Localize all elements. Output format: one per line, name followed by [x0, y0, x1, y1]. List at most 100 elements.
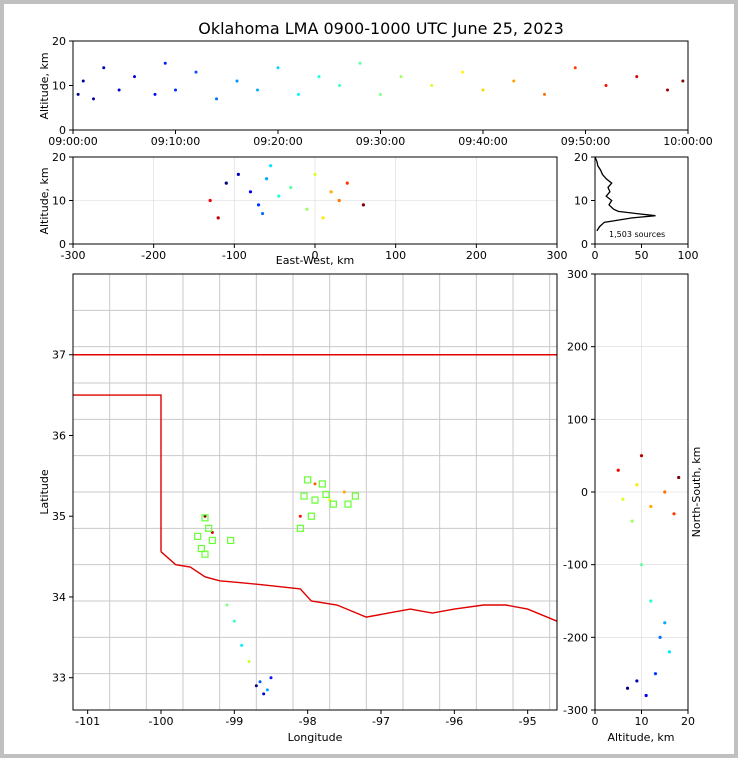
north-south-point — [649, 504, 653, 509]
time-height-point — [76, 92, 80, 96]
plan-view-point — [298, 514, 302, 518]
altitude-profile-line — [594, 156, 656, 232]
north-south-point — [663, 621, 667, 625]
east-west-x-tick-label: 0 — [312, 249, 319, 262]
time-height-point — [133, 75, 136, 79]
north-south-y-tick-label: 0 — [581, 486, 588, 499]
north-south-y-tick-label: 100 — [567, 413, 588, 426]
plan-view-x-tick-label: -99 — [225, 715, 243, 728]
east-west-point — [236, 172, 240, 176]
plan-view-point — [225, 603, 229, 607]
time-height-point — [317, 75, 321, 79]
east-west-ylabel: Altitude, km — [38, 167, 51, 234]
time-height-point — [117, 88, 121, 92]
plan-view-x-tick-label: -97 — [372, 715, 390, 728]
histogram-y-tick-label: 20 — [574, 151, 588, 164]
north-south-y-tick-label: -200 — [563, 631, 588, 644]
station-marker — [194, 532, 202, 541]
north-south-y-tick-label: 200 — [567, 341, 588, 354]
north-south-point — [625, 686, 630, 690]
plan-view-point — [203, 514, 207, 518]
time-height-point — [297, 92, 300, 96]
north-south-y-tick-label: -100 — [563, 559, 588, 572]
north-south-point — [649, 599, 653, 603]
plan-view-panel: -101 -100 -99 -98 -97 -96 -95 33 34 35 36 37 Latitu… — [38, 273, 558, 744]
time-height-point — [604, 84, 608, 87]
east-west-point — [256, 203, 261, 207]
plan-view-x-tick-label: -98 — [299, 715, 317, 728]
texas-panhandle-border — [73, 394, 162, 552]
station-marker — [318, 480, 326, 488]
plan-view-point — [262, 692, 266, 696]
north-south-x-tick-label: 10 — [635, 715, 649, 728]
east-west-point — [361, 203, 365, 207]
east-west-point — [321, 216, 325, 220]
east-west-y-tick-label: 20 — [52, 151, 66, 164]
station-marker — [304, 476, 312, 484]
east-west-point — [260, 211, 265, 216]
east-west-point — [329, 190, 333, 194]
time-height-point — [92, 97, 95, 101]
plan-view-point — [232, 619, 236, 623]
plan-view-y-tick-label: 36 — [52, 429, 66, 442]
station-marker — [201, 514, 209, 522]
histogram-y-tick-label: 10 — [574, 195, 588, 208]
east-west-point — [216, 216, 220, 220]
station-marker — [307, 512, 315, 520]
time-height-point — [666, 88, 669, 92]
station-marker — [205, 524, 213, 532]
east-west-point — [224, 181, 228, 185]
time-height-x-tick-label: 09:00:00 — [48, 135, 97, 148]
north-south-point — [621, 497, 625, 501]
plan-view-axes — [72, 273, 558, 711]
north-south-y-tick-label: 300 — [567, 268, 588, 281]
time-height-point — [153, 92, 157, 96]
east-west-point — [345, 181, 349, 185]
station-marker — [208, 536, 216, 545]
north-south-ylabel: North-South, km — [690, 447, 703, 538]
east-west-axes — [72, 156, 558, 245]
plan-view-ylabel: Latitude — [38, 469, 51, 515]
east-west-point — [208, 198, 212, 203]
plan-view-point — [254, 684, 258, 688]
time-height-panel: 09:00:00 09:10:00 09:20:00 09:30:00 09:40:00… — [38, 35, 713, 148]
histogram-x-tick-label: 50 — [635, 249, 649, 262]
time-height-point — [512, 79, 516, 83]
time-height-point — [235, 79, 239, 83]
time-height-point — [163, 61, 167, 65]
east-west-point — [269, 164, 273, 168]
source-count-label: 1,503 sources — [609, 230, 665, 239]
station-marker — [296, 524, 304, 532]
north-south-xlabel: Altitude, km — [607, 731, 674, 744]
north-south-point — [639, 563, 644, 567]
station-marker — [197, 544, 205, 553]
east-west-point — [289, 185, 293, 190]
county-map — [72, 274, 557, 711]
time-height-point — [338, 84, 341, 87]
time-height-point — [635, 75, 639, 79]
time-height-point — [276, 66, 280, 70]
station-marker — [311, 496, 319, 504]
time-height-point — [102, 66, 106, 70]
station-marker — [227, 536, 235, 545]
time-height-x-tick-label: 09:10:00 — [151, 135, 200, 148]
histogram-y-tick-label: 0 — [581, 238, 588, 251]
station-marker — [201, 550, 209, 558]
east-west-point — [277, 194, 281, 198]
histogram-x-tick-label: 100 — [678, 249, 699, 262]
east-west-point — [305, 207, 309, 211]
east-west-x-tick-label: 100 — [385, 249, 406, 262]
time-height-point — [358, 61, 362, 65]
station-marker — [351, 492, 359, 500]
time-height-y-tick-label: 10 — [52, 80, 66, 93]
plan-view-x-tick-label: -101 — [75, 715, 100, 728]
plan-view-y-tick-label: 34 — [52, 591, 66, 604]
north-south-point — [663, 490, 667, 494]
time-height-x-tick-label: 09:40:00 — [458, 135, 507, 148]
east-west-point — [337, 198, 341, 203]
north-south-point — [653, 672, 658, 676]
north-south-point — [630, 519, 634, 523]
time-height-point — [461, 70, 464, 74]
figure-title: Oklahoma LMA 0900-1000 UTC June 25, 2023 — [198, 19, 564, 38]
plan-view-point — [247, 660, 251, 664]
